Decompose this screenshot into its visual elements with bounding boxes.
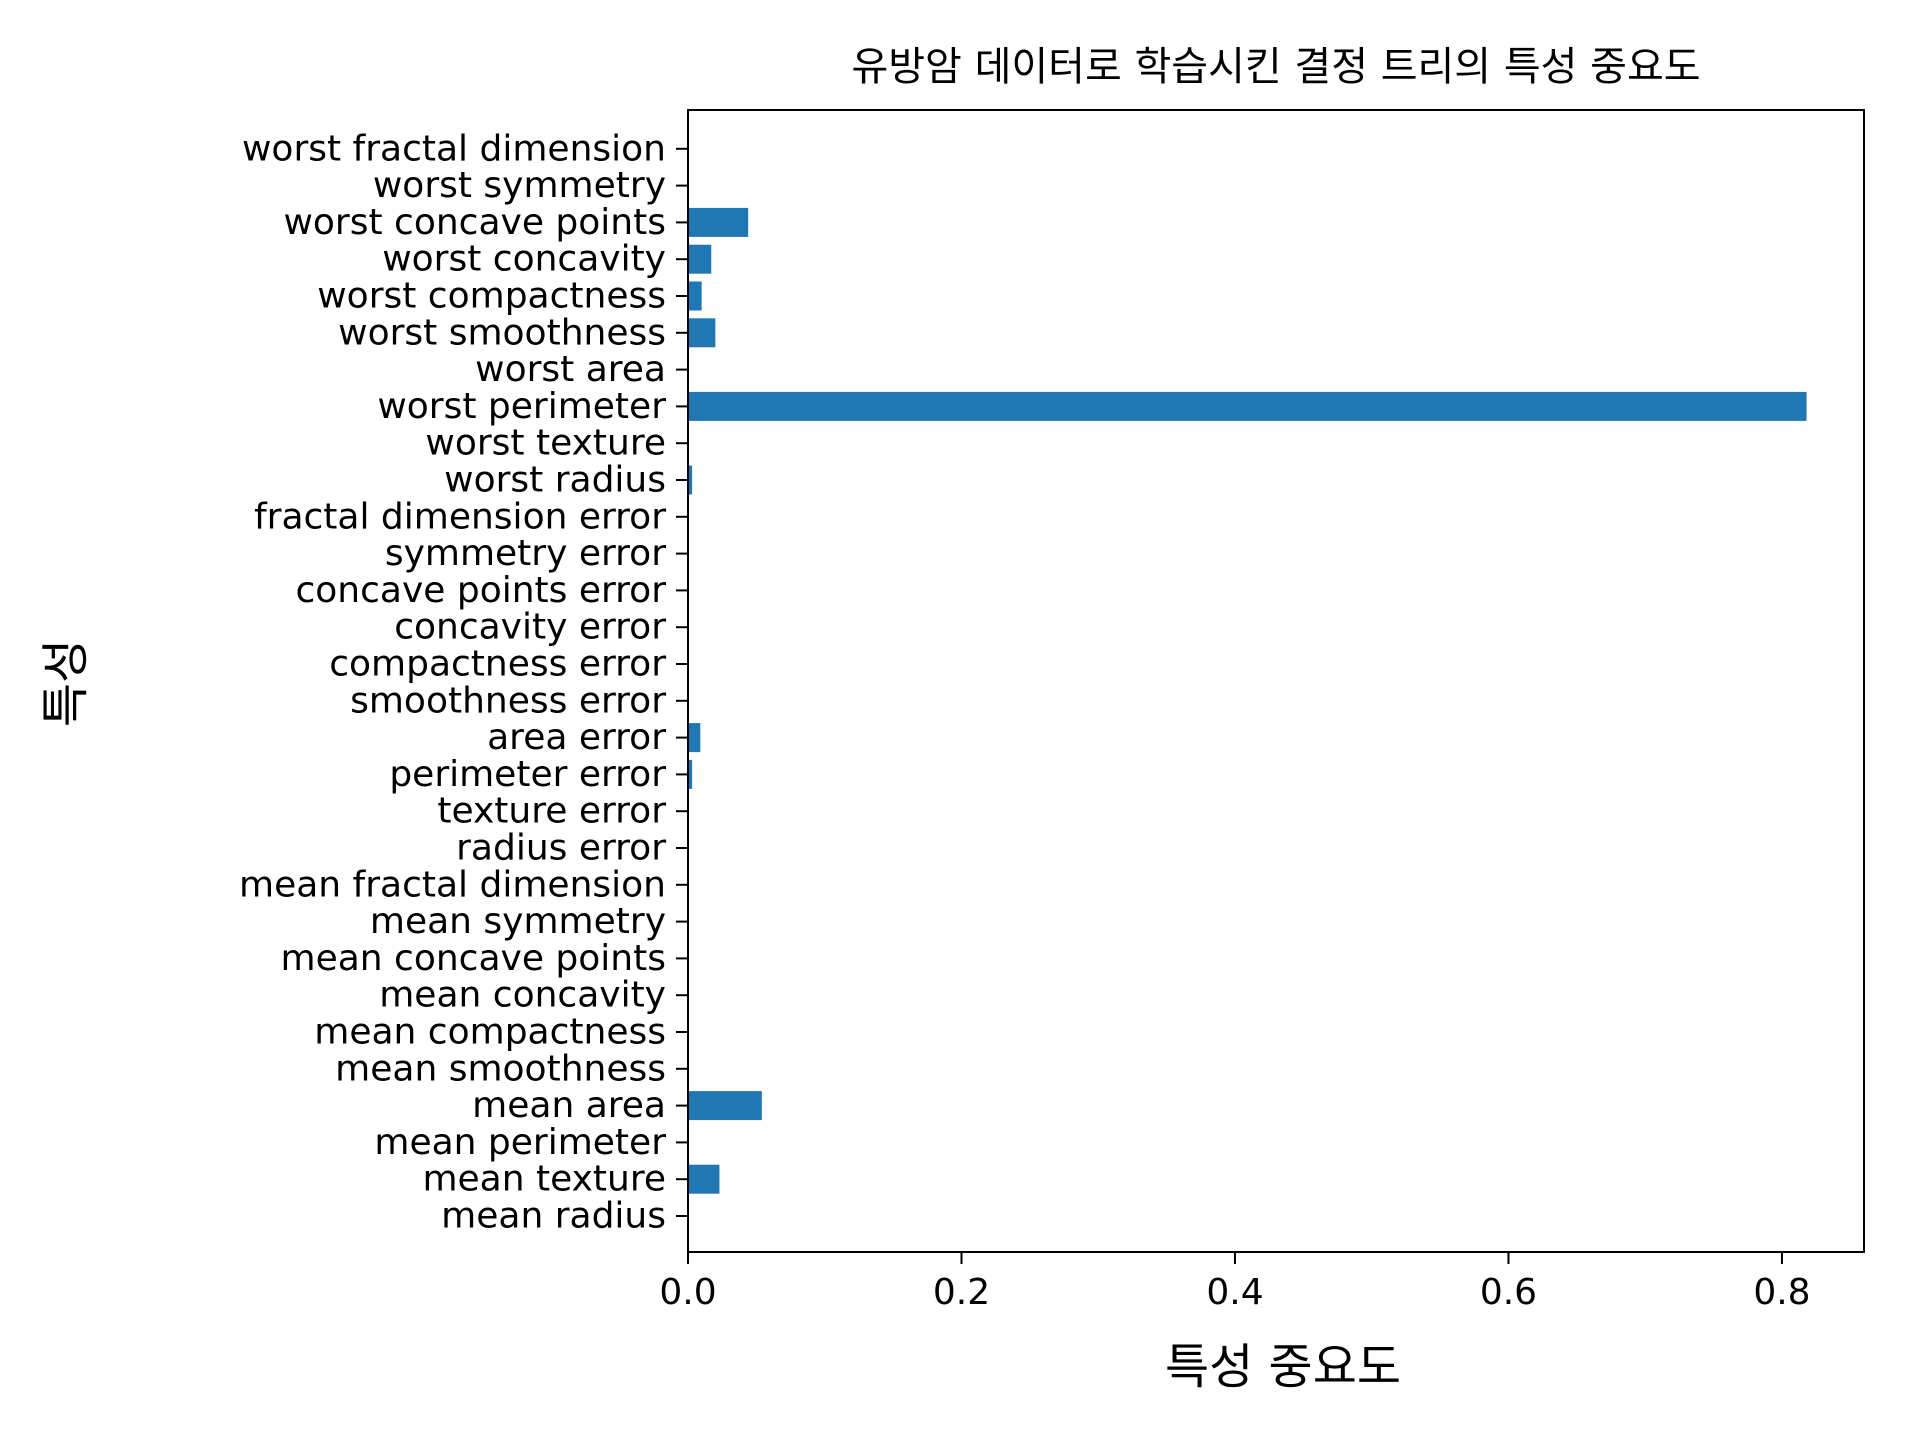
y-tick-label: texture error <box>437 791 666 832</box>
y-tick-label: worst texture <box>425 423 666 464</box>
y-tick-label: mean fractal dimension <box>239 864 666 905</box>
x-tick-label: 0.2 <box>933 1272 990 1313</box>
y-tick-label: mean concavity <box>379 975 666 1016</box>
x-ticks-group: 0.0 0.2 0.4 0.6 0.8 <box>659 1252 1811 1313</box>
x-tick-label: 0.6 <box>1480 1272 1537 1313</box>
bar <box>688 1091 762 1121</box>
chart-title: 유방암 데이터로 학습시킨 결정 트리의 특성 중요도 <box>851 44 1700 90</box>
bar <box>688 759 693 789</box>
y-tick-label: radius error <box>456 828 666 869</box>
y-tick-label: mean perimeter <box>374 1122 666 1163</box>
y-tick-label: worst smoothness <box>338 312 666 353</box>
bar <box>688 1164 720 1194</box>
y-tick-label: worst compactness <box>317 276 666 317</box>
y-tick-label: concavity error <box>394 607 666 648</box>
y-tick-label: area error <box>487 717 666 758</box>
y-tick-label: worst area <box>475 349 666 390</box>
y-tick-label: mean smoothness <box>335 1048 666 1089</box>
x-tick-label: 0.8 <box>1753 1272 1810 1313</box>
y-tick-label: mean compactness <box>314 1012 666 1053</box>
y-tick-label: mean radius <box>441 1196 666 1237</box>
x-tick-label: 0.4 <box>1206 1272 1263 1313</box>
y-tick-label: worst fractal dimension <box>242 128 666 169</box>
bar <box>688 207 749 237</box>
y-tick-label: worst concave points <box>283 202 666 243</box>
y-tick-label: worst radius <box>444 460 666 501</box>
bar <box>688 244 712 274</box>
y-tick-label: smoothness error <box>350 680 666 721</box>
y-tick-label: compactness error <box>329 644 666 685</box>
y-tick-label: mean symmetry <box>370 901 666 942</box>
y-tick-label: worst concavity <box>382 239 666 280</box>
y-tick-label: concave points error <box>295 570 666 611</box>
bar <box>688 465 693 495</box>
y-tick-label: mean texture <box>422 1159 666 1200</box>
y-tick-label: perimeter error <box>389 754 666 795</box>
bar <box>688 281 702 311</box>
y-tick-label: worst symmetry <box>373 165 666 206</box>
y-tick-label: fractal dimension error <box>254 496 666 537</box>
x-axis-label: 특성 중요도 <box>1165 1339 1401 1395</box>
y-tick-label: symmetry error <box>385 533 666 574</box>
y-tick-label: mean concave points <box>281 938 667 979</box>
y-tick-label: mean area <box>472 1085 666 1126</box>
y-axis-label: 특성 <box>38 639 94 727</box>
y-tick-label: worst perimeter <box>377 386 666 427</box>
bar <box>688 723 701 753</box>
plot-frame <box>687 109 1865 1253</box>
bar <box>688 318 716 348</box>
bars-group <box>688 207 1807 1194</box>
bar <box>688 391 1807 421</box>
x-tick-label: 0.0 <box>659 1272 716 1313</box>
